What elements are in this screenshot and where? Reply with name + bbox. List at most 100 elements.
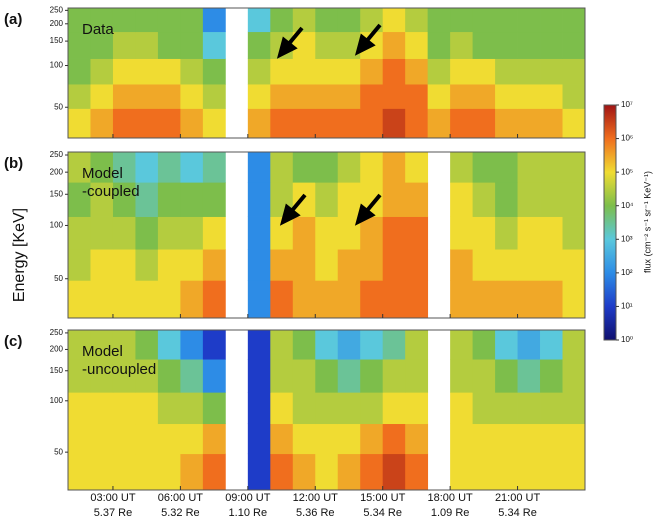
heatmap-cell (540, 249, 563, 281)
heatmap-cell (562, 280, 586, 319)
heatmap-cell (202, 58, 226, 85)
heatmap-cell (90, 359, 114, 393)
heatmap-cell (405, 58, 429, 85)
y-tick-label: 200 (50, 19, 64, 28)
heatmap-cell (157, 216, 181, 250)
heatmap-cell (68, 8, 91, 33)
heatmap-cell (247, 31, 271, 59)
heatmap-cell (382, 392, 406, 425)
heatmap-cell (427, 84, 451, 109)
heatmap-cell (292, 359, 316, 393)
heatmap-cell (360, 216, 384, 250)
heatmap-cell (68, 31, 91, 59)
heatmap-cell (540, 359, 563, 393)
heatmap-cell (472, 423, 496, 455)
heatmap-cell (90, 453, 114, 491)
y-axis-label: Energy [KeV] (11, 208, 28, 302)
heatmap-cell (382, 330, 406, 360)
heatmap-cell (517, 8, 541, 33)
heatmap-cell (405, 216, 429, 250)
heatmap-cell (337, 216, 361, 250)
heatmap-cell (292, 280, 316, 319)
x-tick-sublabel: 1.09 Re (431, 507, 470, 519)
heatmap-cell (270, 249, 294, 281)
heatmap-cell (517, 249, 541, 281)
heatmap-cell (90, 216, 114, 250)
x-tick-label: 03:00 UT (90, 492, 136, 504)
arrow-head (276, 36, 298, 59)
heatmap-cell (540, 8, 563, 33)
heatmap-cell (517, 108, 541, 139)
heatmap-cell (202, 392, 226, 425)
heatmap-cell (247, 392, 271, 425)
heatmap-cell (562, 249, 586, 281)
panel-title: Data (82, 21, 114, 38)
heatmap-cell (337, 58, 361, 85)
heatmap-cell (68, 216, 91, 250)
heatmap-cell (270, 58, 294, 85)
heatmap-cell (472, 249, 496, 281)
heatmap-cell (382, 359, 406, 393)
y-tick-label: 50 (54, 274, 63, 283)
x-tick-sublabel: 5.34 Re (363, 507, 402, 519)
colorbar-tick-label: 10¹ (621, 302, 633, 311)
heatmap-cell (292, 423, 316, 455)
heatmap-cell (157, 392, 181, 425)
heatmap-cell (202, 453, 226, 491)
panel-frame (67, 151, 586, 319)
heatmap-cell (337, 280, 361, 319)
heatmap-cell (382, 453, 406, 491)
heatmap-cell (315, 31, 339, 59)
x-tick-label: 15:00 UT (360, 492, 406, 504)
heatmap-cell (270, 84, 294, 109)
heatmap-cell (405, 84, 429, 109)
heatmap-cell (427, 31, 451, 59)
heatmap-cell (68, 108, 91, 139)
heatmap-cell (405, 330, 429, 360)
heatmap-cell (315, 152, 339, 183)
heatmap-cell (135, 108, 159, 139)
panel-label: (c) (4, 333, 22, 350)
heatmap-cell (270, 453, 294, 491)
heatmap-cell (180, 58, 204, 85)
heatmap-cell (517, 280, 541, 319)
heatmap-cell (135, 31, 159, 59)
heatmap-cell (68, 182, 91, 217)
heatmap-cell (270, 216, 294, 250)
heatmap-cell (405, 280, 429, 319)
heatmap-cell (382, 249, 406, 281)
heatmap-cell (562, 31, 586, 59)
heatmap-cell (450, 330, 474, 360)
y-tick-label: 100 (50, 61, 64, 70)
heatmap-cell (495, 249, 518, 281)
heatmap-cell (450, 249, 474, 281)
heatmap-cell (405, 108, 429, 139)
heatmap-cell (495, 280, 518, 319)
heatmap-cell (562, 392, 586, 425)
heatmap-cell (382, 152, 406, 183)
heatmap-cell (337, 392, 361, 425)
heatmap-cell (68, 84, 91, 109)
heatmap-cell (427, 108, 451, 139)
heatmap-cell (90, 58, 114, 85)
panel-title: -uncoupled (82, 361, 156, 378)
heatmap-cell (382, 108, 406, 139)
heatmap-cell (382, 280, 406, 319)
heatmap-cell (68, 249, 91, 281)
heatmap-cell (157, 359, 181, 393)
heatmap-cell (270, 330, 294, 360)
heatmap-cell (292, 31, 316, 59)
heatmap-cell (405, 359, 429, 393)
heatmap-cell (247, 423, 271, 455)
heatmap-cell (202, 108, 226, 139)
heatmap-cell (337, 31, 361, 59)
heatmap-cell (202, 249, 226, 281)
heatmap-cell (202, 8, 226, 33)
heatmap-cell (292, 108, 316, 139)
heatmap-cell (68, 453, 91, 491)
heatmap-cell (562, 8, 586, 33)
heatmap-cell (540, 84, 563, 109)
heatmap-cell (180, 453, 204, 491)
heatmap-cell (472, 8, 496, 33)
